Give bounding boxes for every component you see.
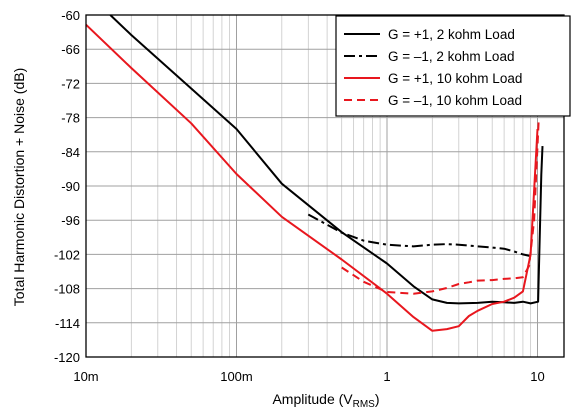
- x-tick-label: 100m: [220, 369, 253, 384]
- y-tick-label: -102: [54, 247, 80, 262]
- y-tick-label: -60: [61, 8, 80, 23]
- plot-frame: [85, 14, 565, 358]
- x-axis-label-subscript: RMS: [353, 399, 376, 410]
- y-tick-label: -120: [54, 350, 80, 365]
- y-tick-label: -114: [55, 316, 80, 331]
- series-line-4: [341, 117, 540, 295]
- legend-label: G = –1, 10 kohm Load: [388, 93, 522, 108]
- y-tick-label: -72: [61, 76, 80, 91]
- y-tick-label: -78: [61, 111, 80, 126]
- y-tick-labels: -60 -66 -72 -78 -84 -90 -96 -102 -108 -114 -120: [54, 8, 80, 365]
- x-axis-label-main: Amplitude (V: [272, 391, 353, 407]
- x-tick-label: 10m: [73, 369, 98, 384]
- y-tick-label: -96: [61, 213, 80, 228]
- legend-label: G = +1, 10 kohm Load: [388, 71, 522, 86]
- y-axis-label: Total Harmonic Distortion + Noise (dB): [11, 68, 27, 306]
- legend-label: G = –1, 2 kohm Load: [388, 49, 514, 64]
- x-tick-label: 10: [530, 369, 544, 384]
- series-layer: [85, 14, 544, 332]
- series-line-1: [109, 14, 544, 305]
- y-tick-label: -66: [61, 42, 80, 57]
- y-tick-label: -108: [54, 282, 80, 297]
- x-axis-label-end: ): [375, 391, 380, 407]
- x-tick-label: 1: [383, 369, 390, 384]
- y-tick-label: -90: [61, 179, 80, 194]
- legend: G = +1, 2 kohm Load G = –1, 2 kohm Load G …: [335, 15, 571, 117]
- x-axis-label: Amplitude (VRMS): [272, 391, 379, 410]
- y-tick-label: -84: [61, 145, 80, 160]
- legend-label: G = +1, 2 kohm Load: [388, 27, 515, 42]
- series-line-3: [85, 23, 539, 332]
- x-tick-labels: 10m 100m 1 10: [73, 369, 544, 384]
